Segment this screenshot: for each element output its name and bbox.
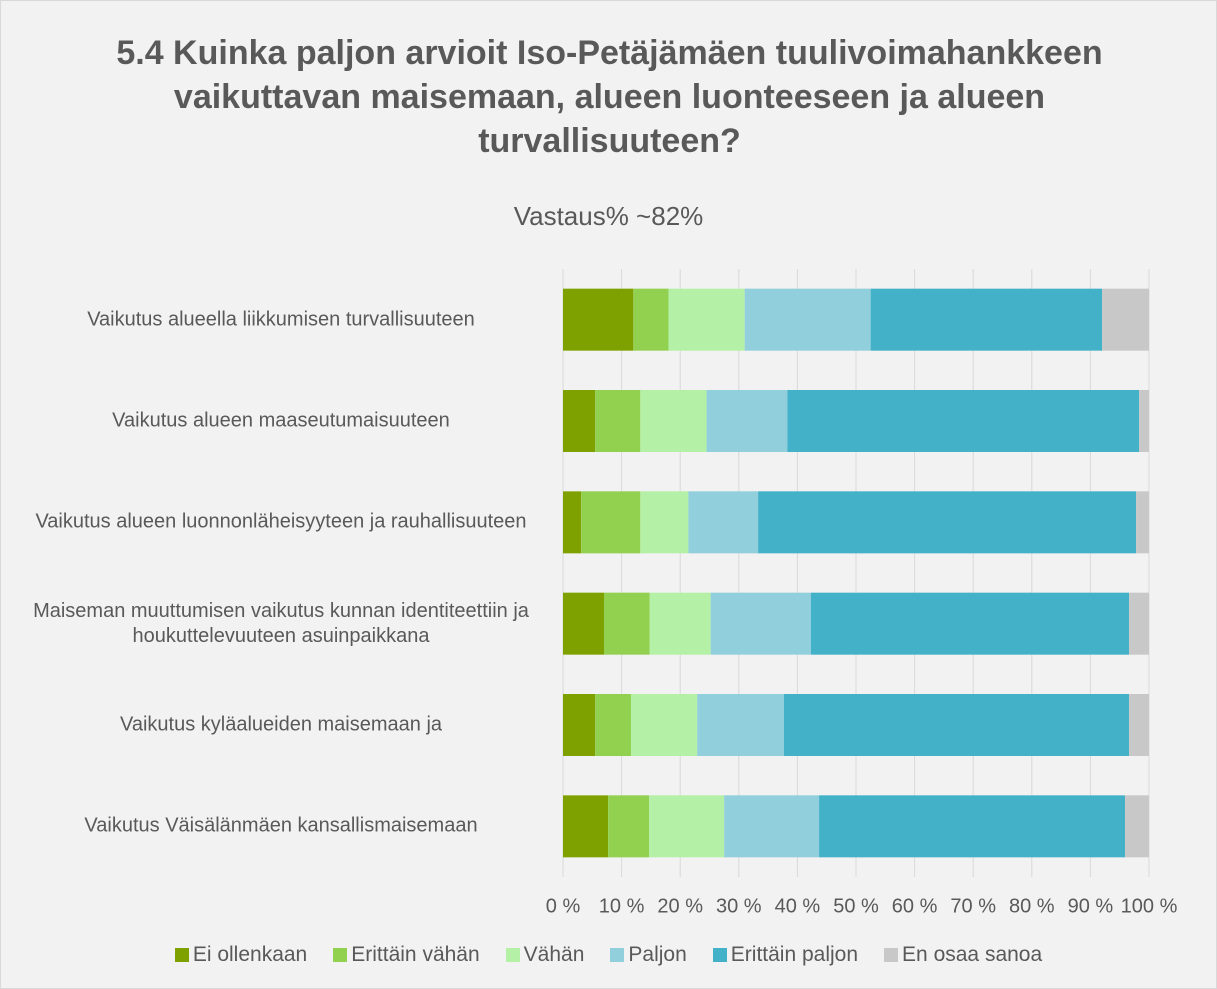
bar-segment: [783, 694, 1130, 756]
bar-segment: [1129, 694, 1149, 756]
chart-subtitle: Vastaus% ~82%: [513, 201, 704, 231]
legend-label: En osaa sanoa: [902, 943, 1043, 966]
bar-segment: [563, 288, 634, 351]
x-tick-label: 20 %: [657, 895, 703, 917]
x-tick-label: 10 %: [599, 895, 645, 917]
legend-item: Vähän: [505, 943, 585, 967]
category-label: Vaikutus kyläalueiden maisemaan ja: [119, 713, 443, 736]
bar-segment: [640, 491, 689, 554]
legend-item: Erittäin paljon: [712, 943, 859, 967]
legend-item: Erittäin vähän: [333, 943, 480, 967]
legend: Ei ollenkaan Erittäin vähän Vähän Paljon Eri…: [1, 943, 1216, 967]
legend-swatch: [712, 948, 727, 962]
legend-label: Vähän: [523, 943, 585, 966]
bar-segment: [1124, 795, 1149, 858]
bar-segment: [724, 795, 820, 858]
legend-swatch: [610, 948, 625, 962]
category-label: Maiseman muuttumisen vaikutus kunnan ide…: [33, 599, 529, 647]
x-tick-label: 60 %: [892, 895, 938, 917]
legend-item: Ei ollenkaan: [174, 943, 308, 967]
bar-segment: [819, 795, 1125, 858]
category-label: Vaikutus alueen luonnonläheisyyteen ja r…: [35, 510, 527, 533]
legend-item: Paljon: [610, 943, 687, 967]
category-label: Vaikutus alueen maaseutumaisuuteen: [112, 409, 450, 432]
legend-label: Erittäin paljon: [730, 943, 859, 966]
bar-segment: [581, 491, 641, 554]
category-label: Vaikutus alueella liikkumisen turvallisu…: [87, 308, 475, 331]
bar-segment: [758, 491, 1137, 554]
legend-swatch: [174, 948, 189, 962]
bar-segment: [710, 592, 811, 655]
bar-segment: [595, 390, 641, 452]
legend-label: Ei ollenkaan: [192, 943, 308, 966]
category-label: Vaikutus Väisälänmäen kansallismaisemaan: [84, 814, 478, 837]
bar-segment: [649, 795, 725, 858]
legend-item: En osaa sanoa: [884, 943, 1042, 967]
bar-segment: [649, 592, 711, 655]
bar-segment: [563, 592, 605, 655]
x-tick-label: 40 %: [775, 895, 821, 917]
bar-segment: [640, 390, 707, 452]
legend-swatch: [884, 948, 899, 962]
bar-segment: [595, 694, 631, 756]
bar-segment: [608, 795, 650, 858]
bar-segment: [870, 288, 1103, 351]
bar-segment: [1139, 390, 1149, 452]
bar-segment: [563, 795, 609, 858]
bar-segment: [668, 288, 745, 351]
bar-segment: [604, 592, 650, 655]
bar-segment: [697, 694, 784, 756]
bar-segment: [563, 491, 582, 554]
bar-segment: [787, 390, 1140, 452]
x-tick-label: 70 %: [950, 895, 996, 917]
bar-segment: [563, 390, 596, 452]
legend-label: Paljon: [628, 943, 687, 966]
bar-segment: [1136, 491, 1149, 554]
x-tick-label: 50 %: [833, 895, 879, 917]
x-tick-label: 90 %: [1068, 895, 1114, 917]
bar-segment: [810, 592, 1130, 655]
bar-segment: [1102, 288, 1149, 351]
bar-segment: [744, 288, 871, 351]
chart-title: 5.4 Kuinka paljon arvioit Iso-Petäjämäen…: [116, 34, 1103, 160]
bar-segment: [630, 694, 698, 756]
legend-swatch: [333, 948, 348, 962]
x-tick-label: 100 %: [1121, 895, 1178, 917]
bar-segment: [688, 491, 759, 554]
bar-segment: [563, 694, 596, 756]
legend-label: Erittäin vähän: [351, 943, 480, 966]
x-tick-label: 30 %: [716, 895, 762, 917]
x-tick-label: 0 %: [546, 895, 581, 917]
legend-swatch: [505, 948, 520, 962]
bar-segment: [706, 390, 788, 452]
x-tick-label: 80 %: [1009, 895, 1055, 917]
bar-segment: [633, 288, 669, 351]
bar-segment: [1129, 592, 1149, 655]
